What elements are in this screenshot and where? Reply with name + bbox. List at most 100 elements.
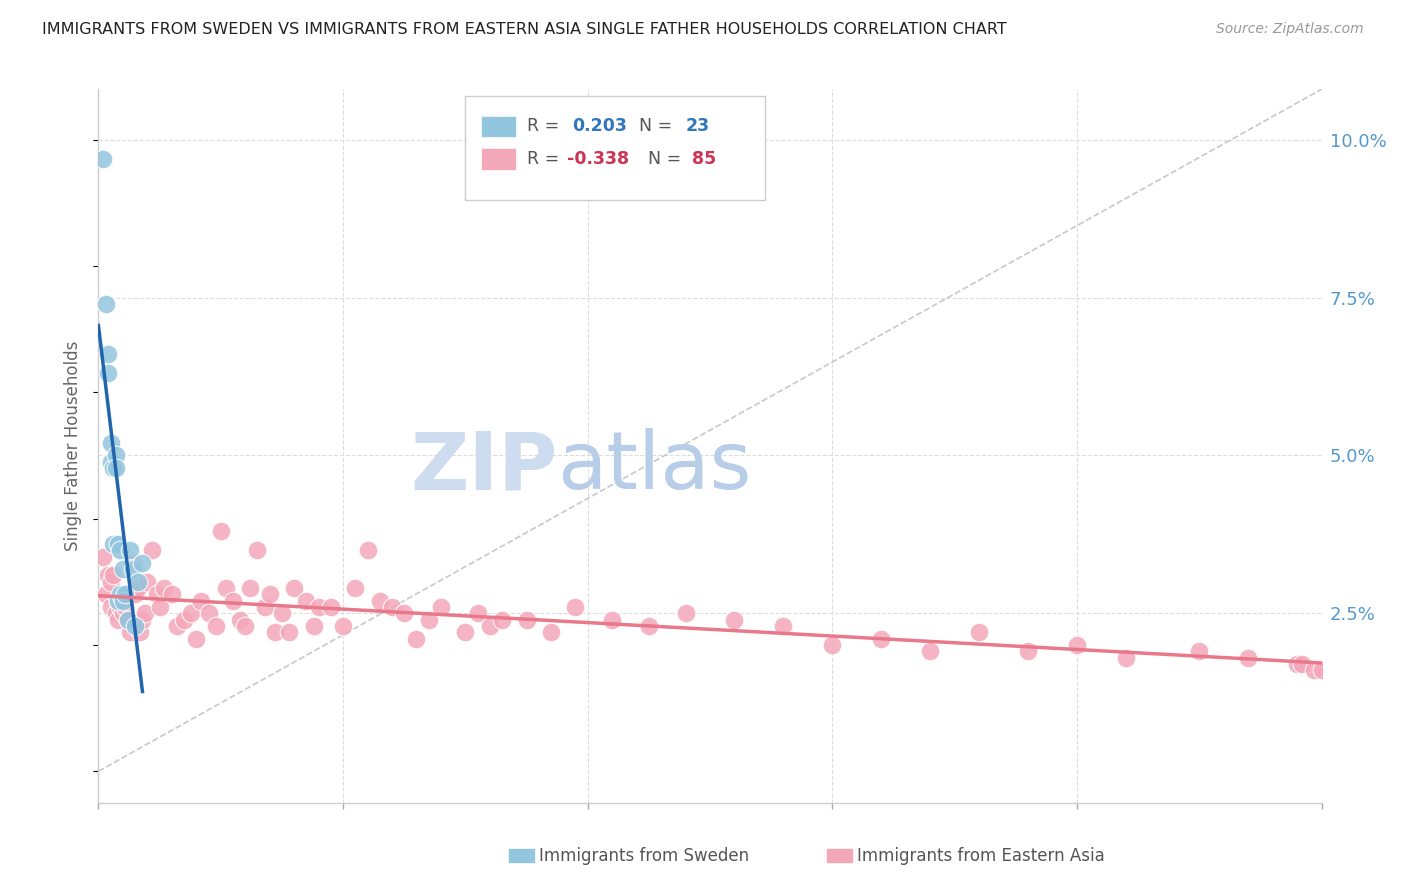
- Point: [1303, 663, 1326, 677]
- Point: [100, 600, 122, 615]
- Point: [120, 543, 142, 558]
- Point: [111, 593, 134, 607]
- Point: [127, 574, 149, 589]
- Point: [107, 593, 129, 607]
- Point: [1237, 650, 1260, 665]
- Point: [124, 587, 146, 601]
- FancyBboxPatch shape: [508, 847, 536, 863]
- Point: [111, 562, 134, 576]
- Point: [111, 607, 134, 621]
- Point: [319, 600, 342, 615]
- Point: [381, 600, 404, 615]
- Point: [332, 619, 354, 633]
- Point: [91, 152, 114, 166]
- Point: [246, 543, 269, 558]
- Point: [141, 543, 163, 558]
- Text: Immigrants from Eastern Asia: Immigrants from Eastern Asia: [856, 847, 1105, 864]
- Point: [209, 524, 232, 539]
- Point: [263, 625, 285, 640]
- Point: [675, 607, 697, 621]
- Point: [101, 537, 124, 551]
- Point: [110, 600, 132, 615]
- Point: [1188, 644, 1211, 658]
- Point: [405, 632, 427, 646]
- Point: [173, 613, 195, 627]
- Point: [190, 593, 212, 607]
- Point: [253, 600, 276, 615]
- Point: [107, 537, 129, 551]
- Point: [197, 607, 219, 621]
- Text: N =: N =: [628, 118, 678, 136]
- Point: [186, 632, 208, 646]
- Point: [146, 587, 169, 601]
- Point: [153, 581, 176, 595]
- Text: Source: ZipAtlas.com: Source: ZipAtlas.com: [1216, 22, 1364, 37]
- Point: [1017, 644, 1039, 658]
- Point: [131, 613, 153, 627]
- Point: [278, 625, 301, 640]
- Point: [821, 638, 844, 652]
- FancyBboxPatch shape: [481, 148, 516, 169]
- Point: [100, 435, 122, 450]
- Point: [166, 619, 188, 633]
- Point: [117, 613, 139, 627]
- Point: [205, 619, 228, 633]
- Point: [114, 600, 136, 615]
- Point: [772, 619, 794, 633]
- FancyBboxPatch shape: [465, 96, 765, 200]
- Point: [117, 613, 139, 627]
- Point: [344, 581, 367, 595]
- Point: [97, 568, 120, 582]
- Text: R =: R =: [526, 150, 564, 168]
- Point: [129, 625, 152, 640]
- Point: [104, 449, 127, 463]
- Point: [97, 347, 120, 361]
- Point: [259, 587, 281, 601]
- Point: [94, 297, 117, 311]
- Point: [101, 568, 124, 582]
- Point: [180, 607, 202, 621]
- Point: [295, 593, 318, 607]
- Point: [283, 581, 305, 595]
- Y-axis label: Single Father Households: Single Father Households: [65, 341, 83, 551]
- Point: [127, 581, 149, 595]
- Point: [134, 607, 156, 621]
- Point: [91, 549, 114, 564]
- FancyBboxPatch shape: [481, 116, 516, 137]
- Point: [120, 625, 142, 640]
- Point: [100, 574, 122, 589]
- Point: [214, 581, 236, 595]
- Text: Immigrants from Sweden: Immigrants from Sweden: [538, 847, 749, 864]
- Point: [124, 619, 146, 633]
- FancyBboxPatch shape: [827, 847, 853, 863]
- Point: [392, 607, 416, 621]
- Point: [233, 619, 256, 633]
- Text: -0.338: -0.338: [567, 150, 628, 168]
- Point: [600, 613, 623, 627]
- Point: [870, 632, 893, 646]
- Point: [111, 587, 134, 601]
- Point: [107, 593, 129, 607]
- Text: N =: N =: [637, 150, 686, 168]
- Point: [270, 607, 294, 621]
- Point: [107, 613, 129, 627]
- Point: [101, 461, 124, 475]
- Point: [110, 543, 132, 558]
- Point: [1291, 657, 1313, 671]
- Point: [239, 581, 262, 595]
- Point: [454, 625, 477, 640]
- Point: [478, 619, 501, 633]
- Text: ZIP: ZIP: [411, 428, 557, 507]
- Point: [1066, 638, 1088, 652]
- Point: [110, 587, 132, 601]
- Text: 23: 23: [686, 118, 710, 136]
- Point: [222, 593, 245, 607]
- Point: [121, 556, 143, 570]
- Text: 85: 85: [692, 150, 716, 168]
- Point: [723, 613, 745, 627]
- Point: [564, 600, 586, 615]
- Point: [430, 600, 453, 615]
- Point: [638, 619, 661, 633]
- Point: [491, 613, 513, 627]
- Point: [967, 625, 990, 640]
